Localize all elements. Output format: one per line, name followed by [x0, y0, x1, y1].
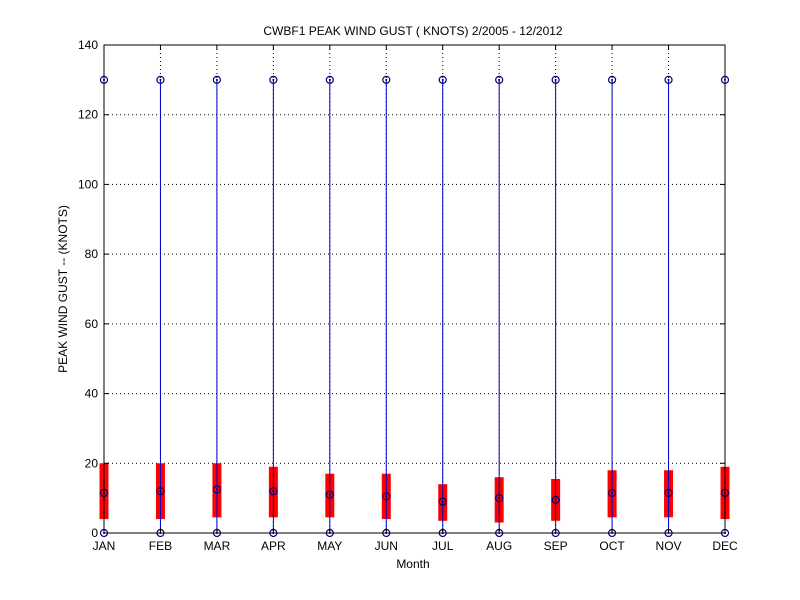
x-tick-label: MAY: [317, 539, 342, 553]
median-marker: [325, 490, 334, 499]
median-marker-dot: [611, 491, 614, 494]
x-tick-label: APR: [261, 539, 286, 553]
median-marker: [495, 494, 504, 503]
max-marker-dot: [215, 78, 218, 81]
x-tick-label: DEC: [712, 539, 738, 553]
y-tick-label: 120: [78, 108, 98, 122]
y-tick-label: 20: [85, 456, 99, 470]
median-marker-dot: [215, 488, 218, 491]
median-marker-dot: [385, 495, 388, 498]
max-marker: [212, 75, 222, 84]
y-tick-label: 80: [85, 247, 99, 261]
x-axis-label: Month: [396, 557, 429, 571]
y-tick-label: 140: [78, 38, 98, 52]
max-marker: [607, 75, 617, 84]
y-tick-label: 60: [85, 317, 99, 331]
max-marker: [495, 75, 504, 84]
median-marker-dot: [441, 500, 444, 503]
max-marker-dot: [667, 78, 670, 81]
median-marker-dot: [272, 490, 275, 493]
max-marker-dot: [554, 78, 557, 81]
x-tick-label: JUN: [375, 539, 398, 553]
x-tick-label: SEP: [544, 539, 568, 553]
median-marker: [551, 495, 560, 504]
median-marker: [212, 485, 222, 494]
median-marker-dot: [667, 491, 670, 494]
y-axis-ticks: 0 20 40 60 80 100 120 140: [78, 38, 725, 540]
max-marker: [664, 75, 673, 84]
median-marker: [269, 487, 278, 496]
max-marker-dot: [611, 78, 614, 81]
x-tick-label: OCT: [599, 539, 625, 553]
max-marker-dot: [498, 78, 501, 81]
y-axis-label: PEAK WIND GUST -- (KNOTS): [56, 205, 70, 373]
boxplot-mar: [212, 75, 222, 538]
x-tick-label: FEB: [149, 539, 172, 553]
max-marker-dot: [328, 78, 331, 81]
median-marker-dot: [554, 498, 557, 501]
median-marker-dot: [328, 493, 331, 496]
max-marker-dot: [272, 78, 275, 81]
boxplot-apr: [268, 75, 278, 538]
max-marker: [156, 75, 165, 84]
y-tick-label: 100: [78, 177, 98, 191]
median-marker-dot: [498, 497, 501, 500]
max-marker: [382, 75, 391, 84]
median-marker: [156, 487, 165, 496]
x-tick-label: JUL: [432, 539, 454, 553]
median-marker-dot: [159, 490, 162, 493]
boxplot-sep: [551, 75, 561, 538]
max-marker: [325, 75, 334, 84]
boxplot-may: [325, 75, 335, 538]
x-axis-ticks: JAN FEB MAR APR MAY JUN JUL AUG SEP OCT NOV DEC: [93, 45, 738, 553]
x-tick-label: JAN: [93, 539, 116, 553]
max-marker: [551, 75, 560, 84]
median-marker: [664, 488, 673, 498]
max-marker: [269, 75, 278, 84]
plot-frame: [103, 44, 726, 534]
max-marker-dot: [385, 78, 388, 81]
x-tick-label: AUG: [486, 539, 512, 553]
max-marker: [438, 75, 447, 84]
max-marker-dot: [441, 78, 444, 81]
y-tick-label: 0: [91, 526, 98, 540]
max-marker-dot: [159, 78, 162, 81]
median-marker: [438, 497, 447, 506]
chart-title: CWBF1 PEAK WIND GUST ( KNOTS) 2/2005 - 1…: [263, 24, 563, 38]
median-marker: [382, 492, 391, 501]
x-tick-label: NOV: [656, 539, 682, 553]
x-tick-label: MAR: [204, 539, 231, 553]
median-marker: [607, 488, 617, 498]
y-tick-label: 40: [85, 387, 99, 401]
